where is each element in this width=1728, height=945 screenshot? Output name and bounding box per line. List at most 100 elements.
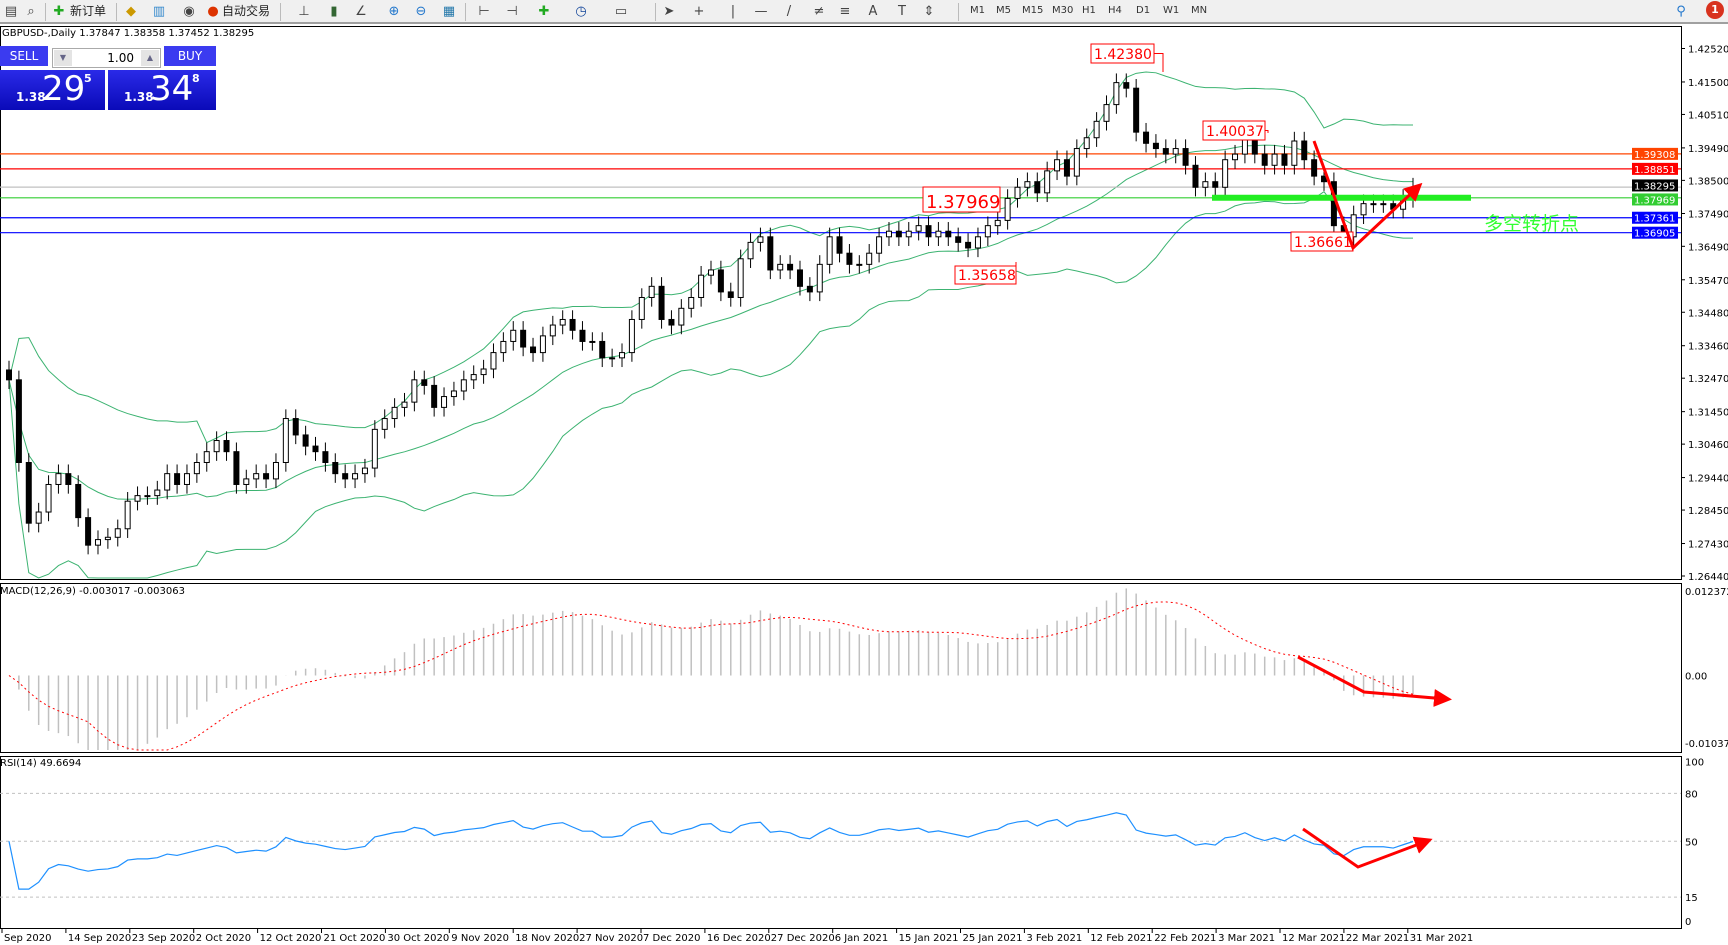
- navigator-icon[interactable]: ▥: [152, 4, 166, 19]
- text-label-icon[interactable]: T: [898, 4, 906, 19]
- search-icon[interactable]: ⚲: [1676, 4, 1686, 19]
- candle: [490, 343, 497, 379]
- candle-body: [1301, 140, 1308, 161]
- candle-body: [411, 379, 418, 403]
- tile-windows-icon[interactable]: ▦: [442, 4, 456, 19]
- price-tick-label: 1.38500: [1688, 176, 1728, 187]
- candle: [352, 464, 359, 489]
- timeframe-w1[interactable]: W1: [1163, 5, 1180, 16]
- new-order-button[interactable]: 新订单: [70, 4, 107, 18]
- indicators-icon[interactable]: ✚: [538, 4, 550, 19]
- candle-body: [1024, 181, 1031, 188]
- timeframe-mn[interactable]: MN: [1191, 5, 1208, 16]
- line-chart-icon[interactable]: ∠: [355, 4, 367, 19]
- candle: [955, 227, 962, 252]
- price-tick-label: 1.42520: [1688, 45, 1728, 56]
- autoscroll-icon[interactable]: ⊣: [506, 4, 518, 19]
- candle: [1162, 139, 1169, 164]
- arrows-icon[interactable]: ⇕: [923, 4, 935, 19]
- candle-body: [777, 263, 784, 271]
- vertical-line-icon[interactable]: |: [730, 4, 736, 19]
- candle: [599, 332, 606, 368]
- lot-value: 1.00: [107, 51, 134, 65]
- timeframe-m5[interactable]: M5: [996, 5, 1011, 16]
- price-line-label: 1.38851: [1634, 165, 1675, 176]
- candlestick-icon[interactable]: ▮: [330, 4, 338, 19]
- candle: [174, 464, 181, 494]
- candle-body: [1281, 153, 1288, 166]
- auto-trading-icon[interactable]: ●: [207, 4, 219, 19]
- candle-body: [361, 467, 368, 475]
- candle-body: [698, 274, 705, 298]
- candle: [312, 436, 319, 461]
- cursor-icon[interactable]: ➤: [663, 4, 675, 19]
- timeframe-m15[interactable]: M15: [1022, 5, 1044, 16]
- fibonacci-icon[interactable]: ≡: [839, 4, 851, 19]
- chart-shift-icon[interactable]: ⊢: [478, 4, 490, 19]
- profiles-icon[interactable]: ⌕: [27, 4, 35, 19]
- candle: [94, 530, 101, 555]
- candle-body: [559, 318, 566, 326]
- candle: [698, 265, 705, 307]
- candle-body: [569, 318, 576, 331]
- text-icon[interactable]: A: [868, 4, 878, 19]
- candle-body: [233, 451, 240, 485]
- sell-price[interactable]: 1.38 29 5: [0, 70, 105, 110]
- sell-button[interactable]: SELL: [0, 46, 48, 66]
- candle: [154, 480, 161, 505]
- candle: [658, 277, 665, 329]
- trendline-icon[interactable]: /: [786, 4, 792, 19]
- candle: [1311, 150, 1318, 186]
- timeframe-d1[interactable]: D1: [1136, 5, 1151, 16]
- buy-button[interactable]: BUY: [164, 46, 216, 66]
- lot-size-input[interactable]: ▼ 1.00 ▲: [52, 48, 161, 68]
- lot-increase-button[interactable]: ▲: [141, 50, 159, 66]
- candle: [984, 216, 991, 246]
- date-label: Sep 2020: [4, 933, 51, 944]
- candle-body: [1261, 153, 1268, 166]
- candle: [75, 475, 82, 527]
- lot-decrease-button[interactable]: ▼: [54, 50, 72, 66]
- candle: [520, 321, 527, 357]
- price-tick-label: 1.37490: [1688, 210, 1728, 221]
- zoom-out-icon[interactable]: ⊖: [415, 4, 427, 19]
- candle: [688, 288, 695, 318]
- zoom-in-icon[interactable]: ⊕: [388, 4, 400, 19]
- periods-icon[interactable]: ◷: [575, 4, 587, 19]
- bar-chart-icon[interactable]: ⊥: [298, 4, 310, 19]
- candle-body: [1172, 148, 1179, 155]
- candle-body: [925, 225, 932, 238]
- crosshair-icon[interactable]: +: [693, 4, 705, 19]
- candle: [1054, 150, 1061, 181]
- candle: [243, 469, 250, 494]
- timeframe-h1[interactable]: H1: [1082, 5, 1096, 16]
- timeframe-h4[interactable]: H4: [1108, 5, 1122, 16]
- templates-icon[interactable]: ▭: [614, 4, 628, 19]
- candle: [421, 370, 428, 395]
- equidistant-channel-icon[interactable]: ≠: [813, 4, 825, 19]
- candle-body: [312, 445, 319, 453]
- timeframe-m30[interactable]: M30: [1052, 5, 1074, 16]
- horizontal-line-icon[interactable]: —: [754, 4, 768, 19]
- candle: [876, 227, 883, 263]
- chart-area[interactable]: 1.393081.388511.382951.379691.373611.369…: [0, 26, 1728, 945]
- rsi-axis-label: 50: [1685, 837, 1698, 848]
- candle: [1044, 161, 1051, 203]
- timeframe-m1[interactable]: M1: [970, 5, 985, 16]
- candle-body: [965, 241, 972, 249]
- new-chart-icon[interactable]: ▤: [4, 4, 18, 19]
- candle-body: [589, 340, 596, 343]
- buy-price[interactable]: 1.38 34 8: [108, 70, 216, 110]
- candle: [25, 453, 32, 533]
- candle: [747, 233, 754, 268]
- signals-icon[interactable]: ◉: [183, 4, 195, 19]
- new-order-icon[interactable]: ✚: [53, 4, 65, 19]
- candle: [1271, 144, 1278, 175]
- auto-trading-button[interactable]: 自动交易: [222, 4, 271, 18]
- rsi-line: [8, 812, 1414, 890]
- candle: [846, 244, 853, 274]
- date-label: 31 Mar 2021: [1410, 933, 1473, 944]
- notification-badge[interactable]: 1: [1706, 1, 1724, 19]
- candle-body: [391, 406, 398, 420]
- metaeditor-icon[interactable]: ◆: [126, 4, 136, 19]
